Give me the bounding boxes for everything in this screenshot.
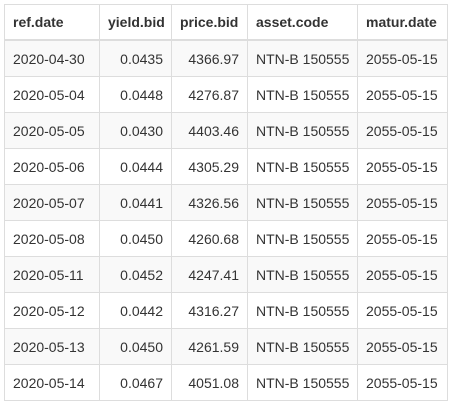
table-body: 2020-04-30 0.0435 4366.97 NTN-B 150555 2… — [4, 39, 448, 401]
table-row: 2020-05-08 0.0450 4260.68 NTN-B 150555 2… — [4, 220, 448, 257]
header-row: ref.date yield.bid price.bid asset.code … — [4, 4, 448, 41]
table-row: 2020-05-06 0.0444 4305.29 NTN-B 150555 2… — [4, 148, 448, 185]
cell-ref-date: 2020-05-12 — [4, 292, 100, 329]
cell-asset-code: NTN-B 150555 — [247, 364, 358, 401]
cell-asset-code: NTN-B 150555 — [247, 256, 358, 293]
cell-yield-bid: 0.0435 — [99, 39, 172, 77]
cell-ref-date: 2020-04-30 — [4, 39, 100, 77]
cell-asset-code: NTN-B 150555 — [247, 112, 358, 149]
cell-asset-code: NTN-B 150555 — [247, 292, 358, 329]
cell-price-bid: 4366.97 — [171, 39, 248, 77]
cell-yield-bid: 0.0448 — [99, 76, 172, 113]
cell-yield-bid: 0.0450 — [99, 328, 172, 365]
cell-price-bid: 4326.56 — [171, 184, 248, 221]
cell-asset-code: NTN-B 150555 — [247, 184, 358, 221]
cell-yield-bid: 0.0444 — [99, 148, 172, 185]
data-table: ref.date yield.bid price.bid asset.code … — [4, 4, 448, 401]
cell-ref-date: 2020-05-06 — [4, 148, 100, 185]
cell-price-bid: 4305.29 — [171, 148, 248, 185]
cell-price-bid: 4403.46 — [171, 112, 248, 149]
table-row: 2020-05-11 0.0452 4247.41 NTN-B 150555 2… — [4, 256, 448, 293]
cell-asset-code: NTN-B 150555 — [247, 328, 358, 365]
cell-asset-code: NTN-B 150555 — [247, 220, 358, 257]
cell-matur-date: 2055-05-15 — [357, 292, 448, 329]
cell-ref-date: 2020-05-14 — [4, 364, 100, 401]
cell-price-bid: 4247.41 — [171, 256, 248, 293]
column-header-price-bid: price.bid — [171, 4, 248, 41]
cell-ref-date: 2020-05-07 — [4, 184, 100, 221]
column-header-asset-code: asset.code — [247, 4, 358, 41]
table-header: ref.date yield.bid price.bid asset.code … — [4, 4, 448, 41]
cell-ref-date: 2020-05-08 — [4, 220, 100, 257]
column-header-ref-date: ref.date — [4, 4, 100, 41]
cell-price-bid: 4276.87 — [171, 76, 248, 113]
table-row: 2020-05-07 0.0441 4326.56 NTN-B 150555 2… — [4, 184, 448, 221]
cell-ref-date: 2020-05-04 — [4, 76, 100, 113]
cell-yield-bid: 0.0442 — [99, 292, 172, 329]
cell-price-bid: 4316.27 — [171, 292, 248, 329]
column-header-matur-date: matur.date — [357, 4, 448, 41]
cell-ref-date: 2020-05-13 — [4, 328, 100, 365]
cell-price-bid: 4261.59 — [171, 328, 248, 365]
cell-price-bid: 4260.68 — [171, 220, 248, 257]
cell-matur-date: 2055-05-15 — [357, 220, 448, 257]
cell-matur-date: 2055-05-15 — [357, 148, 448, 185]
table-row: 2020-04-30 0.0435 4366.97 NTN-B 150555 2… — [4, 39, 448, 77]
cell-yield-bid: 0.0441 — [99, 184, 172, 221]
cell-matur-date: 2055-05-15 — [357, 39, 448, 77]
cell-matur-date: 2055-05-15 — [357, 328, 448, 365]
cell-matur-date: 2055-05-15 — [357, 184, 448, 221]
cell-ref-date: 2020-05-11 — [4, 256, 100, 293]
table-row: 2020-05-04 0.0448 4276.87 NTN-B 150555 2… — [4, 76, 448, 113]
cell-matur-date: 2055-05-15 — [357, 112, 448, 149]
column-header-yield-bid: yield.bid — [99, 4, 172, 41]
cell-matur-date: 2055-05-15 — [357, 256, 448, 293]
cell-matur-date: 2055-05-15 — [357, 76, 448, 113]
table-row: 2020-05-12 0.0442 4316.27 NTN-B 150555 2… — [4, 292, 448, 329]
table-row: 2020-05-05 0.0430 4403.46 NTN-B 150555 2… — [4, 112, 448, 149]
cell-yield-bid: 0.0467 — [99, 364, 172, 401]
cell-ref-date: 2020-05-05 — [4, 112, 100, 149]
cell-price-bid: 4051.08 — [171, 364, 248, 401]
table-row: 2020-05-13 0.0450 4261.59 NTN-B 150555 2… — [4, 328, 448, 365]
cell-asset-code: NTN-B 150555 — [247, 39, 358, 77]
cell-asset-code: NTN-B 150555 — [247, 148, 358, 185]
cell-yield-bid: 0.0430 — [99, 112, 172, 149]
table-row: 2020-05-14 0.0467 4051.08 NTN-B 150555 2… — [4, 364, 448, 401]
cell-matur-date: 2055-05-15 — [357, 364, 448, 401]
cell-yield-bid: 0.0452 — [99, 256, 172, 293]
cell-yield-bid: 0.0450 — [99, 220, 172, 257]
cell-asset-code: NTN-B 150555 — [247, 76, 358, 113]
